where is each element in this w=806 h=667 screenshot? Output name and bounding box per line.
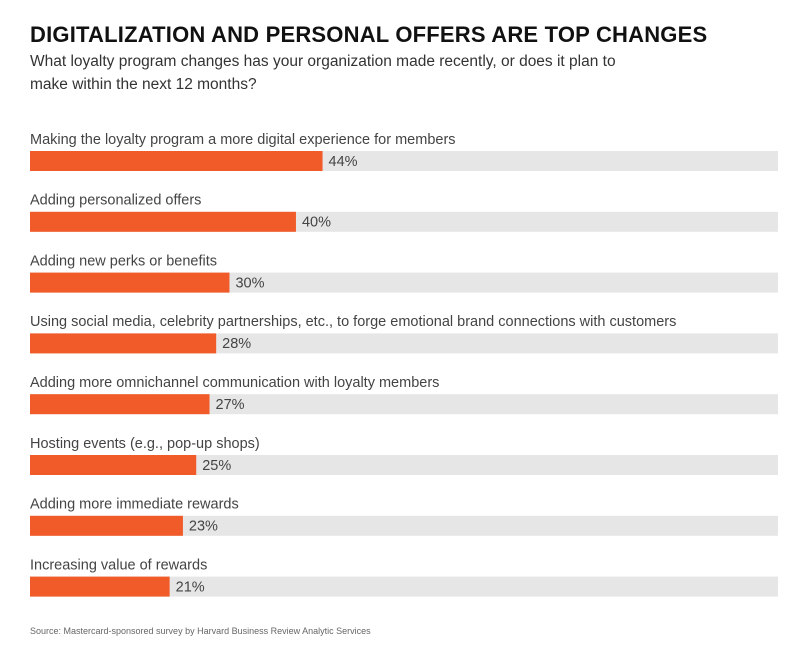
bar bbox=[30, 272, 230, 293]
bar bbox=[30, 333, 217, 354]
chart-subtitle: What loyalty program changes has your or… bbox=[30, 53, 616, 93]
category-label: Adding more omnichannel communication wi… bbox=[30, 375, 439, 391]
bar-track bbox=[30, 576, 778, 597]
category-label: Making the loyalty program a more digita… bbox=[30, 132, 456, 148]
bar bbox=[30, 515, 183, 536]
bar bbox=[30, 576, 170, 597]
value-label: 30% bbox=[235, 275, 264, 291]
bar-track bbox=[30, 333, 778, 354]
category-label: Hosting events (e.g., pop-up shops) bbox=[30, 436, 260, 452]
category-label: Adding more immediate rewards bbox=[30, 497, 239, 513]
bar bbox=[30, 151, 323, 171]
bar bbox=[30, 455, 197, 475]
source-note: Source: Mastercard-sponsored survey by H… bbox=[30, 626, 371, 636]
value-label: 44% bbox=[329, 154, 358, 170]
value-label: 28% bbox=[222, 336, 251, 352]
category-label: Adding personalized offers bbox=[30, 193, 201, 209]
category-label: Adding new perks or benefits bbox=[30, 253, 217, 269]
bar bbox=[30, 394, 210, 415]
value-label: 25% bbox=[202, 458, 231, 474]
bar bbox=[30, 211, 296, 232]
value-label: 40% bbox=[302, 215, 331, 231]
value-label: 27% bbox=[216, 397, 245, 413]
value-label: 23% bbox=[189, 519, 218, 535]
value-label: 21% bbox=[176, 579, 205, 595]
bar-track bbox=[30, 455, 778, 475]
chart-title: DIGITALIZATION AND PERSONAL OFFERS ARE T… bbox=[30, 22, 708, 47]
bar-track bbox=[30, 394, 778, 415]
bar-track bbox=[30, 515, 778, 536]
category-label: Using social media, celebrity partnershi… bbox=[30, 314, 676, 330]
category-label: Increasing value of rewards bbox=[30, 557, 207, 573]
chart: Making the loyalty program a more digita… bbox=[30, 132, 778, 597]
